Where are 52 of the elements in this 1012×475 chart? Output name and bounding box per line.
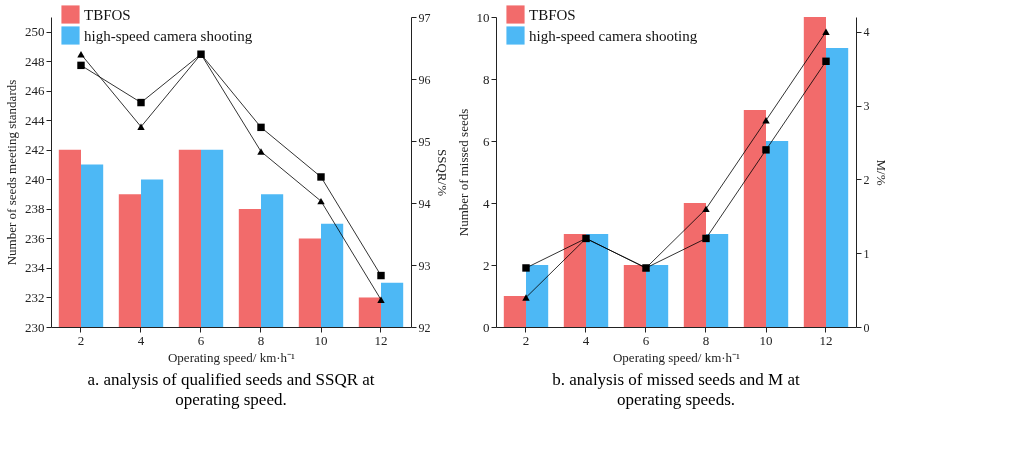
legend-label: high-speed camera shooting (529, 27, 698, 44)
y-tick-label: 4 (483, 195, 490, 211)
y-tick-label: 2 (483, 257, 490, 273)
x-tick-label: 8 (257, 332, 265, 348)
y-tick-label: 246 (25, 83, 45, 99)
x-tick-label: 2 (522, 332, 530, 348)
text: b. analysis of missed seeds and M at operating speeds. (552, 370, 800, 409)
x-tick-label: 4 (137, 332, 145, 348)
y2-tick-label: 97 (418, 10, 431, 25)
y-tick-label: 234 (25, 260, 45, 276)
y-tick-label: 0 (483, 319, 490, 335)
y-axis-title: Number of missed seeds (455, 108, 471, 237)
y-tick-label: 244 (25, 112, 45, 128)
y2-axis-title: SSQR/% (434, 149, 450, 197)
text: a. analysis of qualified seeds and SSQR at operating speed. (87, 370, 375, 409)
legend-label: TBFOS (529, 6, 576, 23)
x-tick-label: 8 (702, 332, 710, 348)
y2-tick-label: 92 (418, 320, 431, 335)
x-tick-label: 6 (197, 332, 205, 348)
y-tick-label: 238 (25, 201, 45, 217)
y-tick-label: 248 (25, 53, 45, 69)
y2-tick-label: 4 (863, 25, 870, 40)
legend-label: high-speed camera shooting (84, 27, 253, 44)
y2-tick-label: 3 (863, 99, 870, 114)
y2-tick-label: 95 (418, 134, 431, 149)
y-tick-label: 10 (476, 9, 490, 25)
y-tick-label: 6 (483, 133, 490, 149)
y2-axis-title: M/% (873, 159, 889, 186)
y-tick-label: 250 (25, 24, 45, 40)
y-tick-label: 8 (483, 71, 490, 87)
y2-tick-label: 94 (418, 196, 431, 211)
y2-tick-label: 0 (863, 320, 870, 335)
x-axis-title: Operating speed/ km·h⁻¹ (167, 349, 296, 365)
x-tick-label: 12 (374, 332, 388, 348)
x-axis-title: Operating speed/ km·h⁻¹ (612, 349, 741, 365)
y2-tick-label: 93 (418, 258, 431, 273)
x-tick-label: 10 (314, 332, 328, 348)
x-tick-label: 4 (582, 332, 590, 348)
x-tick-label: 10 (759, 332, 773, 348)
y2-tick-label: 1 (863, 246, 870, 261)
y2-tick-label: 2 (863, 172, 870, 187)
y-tick-label: 230 (25, 319, 45, 335)
y-tick-label: 240 (25, 171, 45, 187)
y-tick-label: 236 (25, 230, 45, 246)
y2-tick-label: 96 (418, 72, 431, 87)
y-tick-label: 232 (25, 289, 45, 305)
y-axis-title: Number of seeds meeting standards (4, 79, 19, 266)
x-tick-label: 12 (819, 332, 833, 348)
y-tick-label: 242 (25, 142, 45, 158)
legend-label: TBFOS (84, 6, 131, 23)
x-tick-label: 2 (77, 332, 85, 348)
x-tick-label: 6 (642, 332, 650, 348)
